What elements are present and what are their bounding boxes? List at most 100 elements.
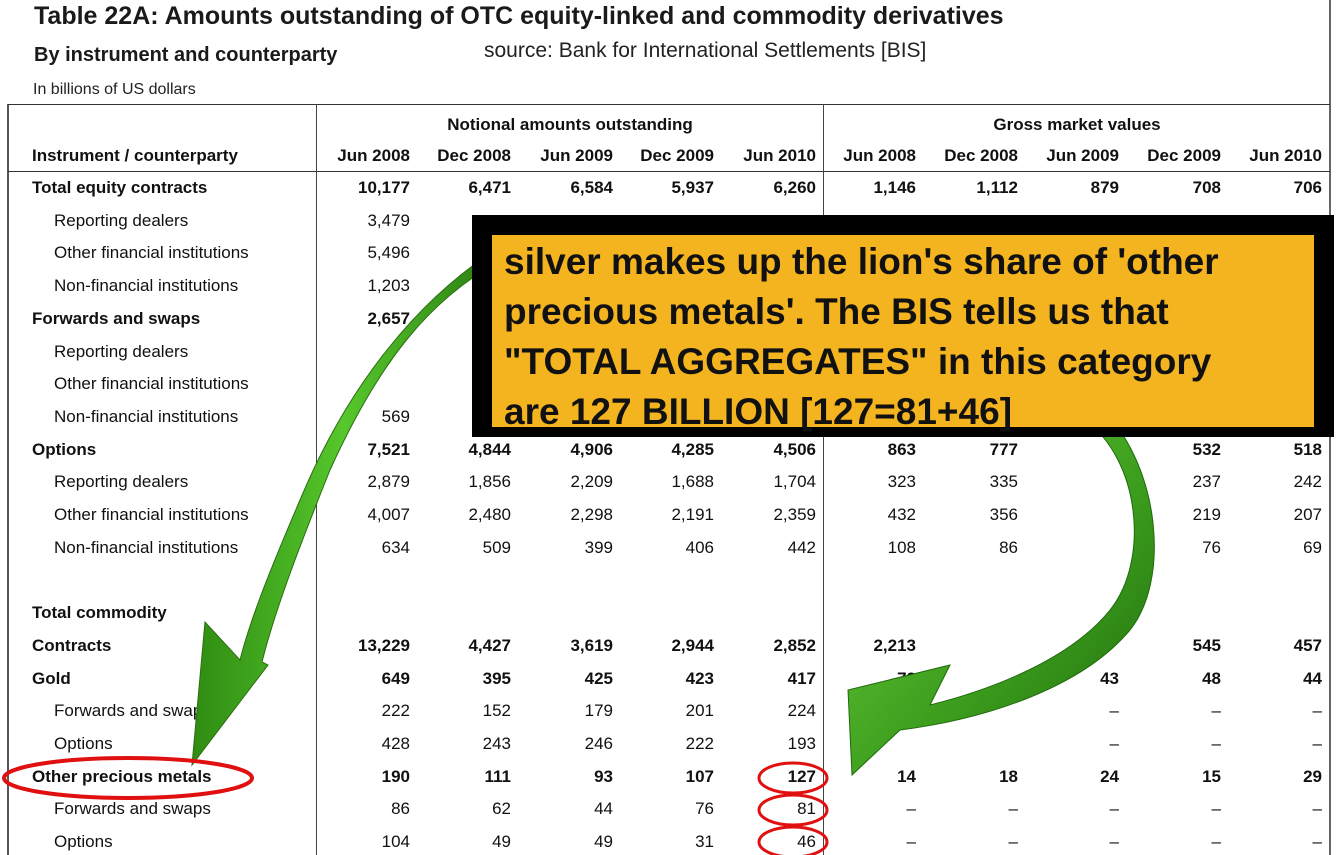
row-label: Options bbox=[54, 733, 113, 753]
highlight-oval-127 bbox=[757, 761, 829, 795]
column-header: Jun 2009 bbox=[1046, 146, 1119, 165]
row-label: Reporting dealers bbox=[54, 472, 189, 492]
row-label: Gold bbox=[32, 668, 71, 688]
row-label: Forwards and swaps bbox=[54, 701, 211, 721]
table-cell: 24 bbox=[1100, 766, 1119, 786]
column-header: Dec 2009 bbox=[640, 146, 714, 165]
group-header-gross: Gross market values bbox=[993, 115, 1161, 134]
table-cell: 708 bbox=[1192, 178, 1221, 197]
table-cell: 634 bbox=[381, 537, 410, 557]
table-cell: 6,260 bbox=[773, 178, 816, 197]
table-cell: 242 bbox=[1293, 472, 1322, 492]
row-label: Other financial institutions bbox=[54, 374, 249, 394]
table-cell: – bbox=[1211, 799, 1221, 819]
highlight-oval-label bbox=[2, 756, 254, 800]
table-cell: 863 bbox=[887, 439, 916, 459]
table-cell: 2,852 bbox=[773, 635, 816, 655]
table-cell: 1,146 bbox=[873, 178, 916, 197]
annotation-callout-body: silver makes up the lion's share of 'oth… bbox=[492, 235, 1314, 432]
table-border-left bbox=[7, 104, 9, 855]
callout-line-4: are 127 BILLION [127=81+46] bbox=[504, 391, 1013, 432]
table-cell: 2,213 bbox=[873, 635, 916, 655]
callout-line-2: precious metals'. The BIS tells us that bbox=[504, 291, 1169, 332]
table-cell: 243 bbox=[482, 733, 511, 753]
table-row: Non-financial institutions 1,203 bbox=[0, 272, 1330, 302]
row-label: Options bbox=[54, 832, 113, 851]
column-divider-groups bbox=[823, 104, 824, 855]
table-cell: 76 bbox=[695, 799, 714, 819]
column-header: Dec 2008 bbox=[944, 146, 1018, 165]
table-cell: – bbox=[1312, 832, 1322, 851]
row-label: Forwards and swaps bbox=[32, 308, 201, 328]
table-cell: 323 bbox=[887, 472, 916, 492]
table-subtitle: By instrument and counterparty bbox=[34, 44, 338, 66]
row-label: Non-financial institutions bbox=[54, 537, 239, 557]
table-cell: 509 bbox=[482, 537, 511, 557]
row-label: Other financial institutions bbox=[54, 243, 249, 263]
table-row: Total commodity bbox=[0, 599, 1330, 629]
row-label: Non-financial institutions bbox=[54, 406, 239, 426]
source-note: source: Bank for International Settlemen… bbox=[484, 39, 927, 62]
table-cell: 2,359 bbox=[773, 505, 816, 524]
table-cell: 190 bbox=[381, 766, 410, 786]
table-cell: 224 bbox=[787, 701, 816, 721]
row-label: Total commodity bbox=[32, 603, 167, 623]
table-cell: 49 bbox=[492, 832, 511, 851]
table-cell: 10,177 bbox=[358, 178, 410, 197]
table-cell: 81 bbox=[797, 799, 816, 819]
table-cell: 44 bbox=[594, 799, 613, 819]
units-note: In billions of US dollars bbox=[33, 81, 196, 98]
table-cell: 649 bbox=[381, 668, 410, 688]
table-cell: – bbox=[1008, 832, 1018, 851]
table-cell: 29 bbox=[1303, 766, 1322, 786]
row-label: Forwards and swaps bbox=[54, 799, 211, 819]
green-arrow-right bbox=[847, 411, 1155, 777]
table-cell: 127 bbox=[787, 766, 816, 786]
table-cell: – bbox=[1109, 701, 1119, 721]
table-cell: 545 bbox=[1192, 635, 1221, 655]
table-cell: 423 bbox=[685, 668, 714, 688]
table-row: Other financial institutions 4,007 2,480 2,… bbox=[0, 501, 1330, 531]
table-cell: 706 bbox=[1293, 178, 1322, 197]
table-cell: 76 bbox=[1202, 537, 1221, 557]
table-cell: 6,471 bbox=[468, 178, 511, 197]
column-header-instrument: Instrument / counterparty bbox=[32, 146, 238, 165]
table-cell: 399 bbox=[584, 537, 613, 557]
table-cell: 86 bbox=[391, 799, 410, 819]
column-header: Jun 2010 bbox=[743, 146, 816, 165]
column-header: Jun 2010 bbox=[1249, 146, 1322, 165]
column-header: Jun 2008 bbox=[337, 146, 410, 165]
table-cell: – bbox=[906, 799, 916, 819]
table-top-rule bbox=[8, 104, 1330, 105]
table-cell: 246 bbox=[584, 733, 613, 753]
table-cell: 13,229 bbox=[358, 635, 410, 655]
table-cell: 442 bbox=[787, 537, 816, 557]
group-header-notional: Notional amounts outstanding bbox=[447, 115, 693, 134]
table-row: Non-financial institutions 634 509 399 406 44… bbox=[0, 534, 1330, 564]
table-cell: 356 bbox=[989, 505, 1018, 524]
table-cell: 2,879 bbox=[367, 472, 410, 492]
table-row: Other financial institutions 5,496 bbox=[0, 239, 1330, 269]
row-label: Reporting dealers bbox=[54, 210, 189, 230]
table-cell: 2,480 bbox=[468, 505, 511, 524]
table-cell: 18 bbox=[999, 766, 1018, 786]
table-cell: 222 bbox=[685, 733, 714, 753]
table-cell: 4,285 bbox=[671, 439, 714, 459]
table-cell: 1,203 bbox=[367, 276, 410, 296]
table-cell: 152 bbox=[482, 701, 511, 721]
table-cell: 62 bbox=[492, 799, 511, 819]
table-cell: 108 bbox=[887, 537, 916, 557]
table-cell: – bbox=[1211, 832, 1221, 851]
table-cell: 569 bbox=[381, 406, 410, 426]
table-row: Reporting dealers 3,479 bbox=[0, 207, 1330, 237]
table-cell: 2,657 bbox=[367, 308, 410, 328]
callout-line-3: "TOTAL AGGREGATES" in this category bbox=[504, 341, 1212, 382]
column-header: Jun 2008 bbox=[843, 146, 916, 165]
row-label: Reporting dealers bbox=[54, 341, 189, 361]
table-row: Total equity contracts 10,177 6,471 6,584 5,… bbox=[0, 174, 1330, 204]
row-label: Other financial institutions bbox=[54, 505, 249, 524]
table-cell: 3,479 bbox=[367, 210, 410, 230]
annotation-callout: silver makes up the lion's share of 'oth… bbox=[472, 215, 1334, 437]
table-row: Other precious metals 190 111 93 107 127 14 18 2… bbox=[0, 763, 1330, 793]
